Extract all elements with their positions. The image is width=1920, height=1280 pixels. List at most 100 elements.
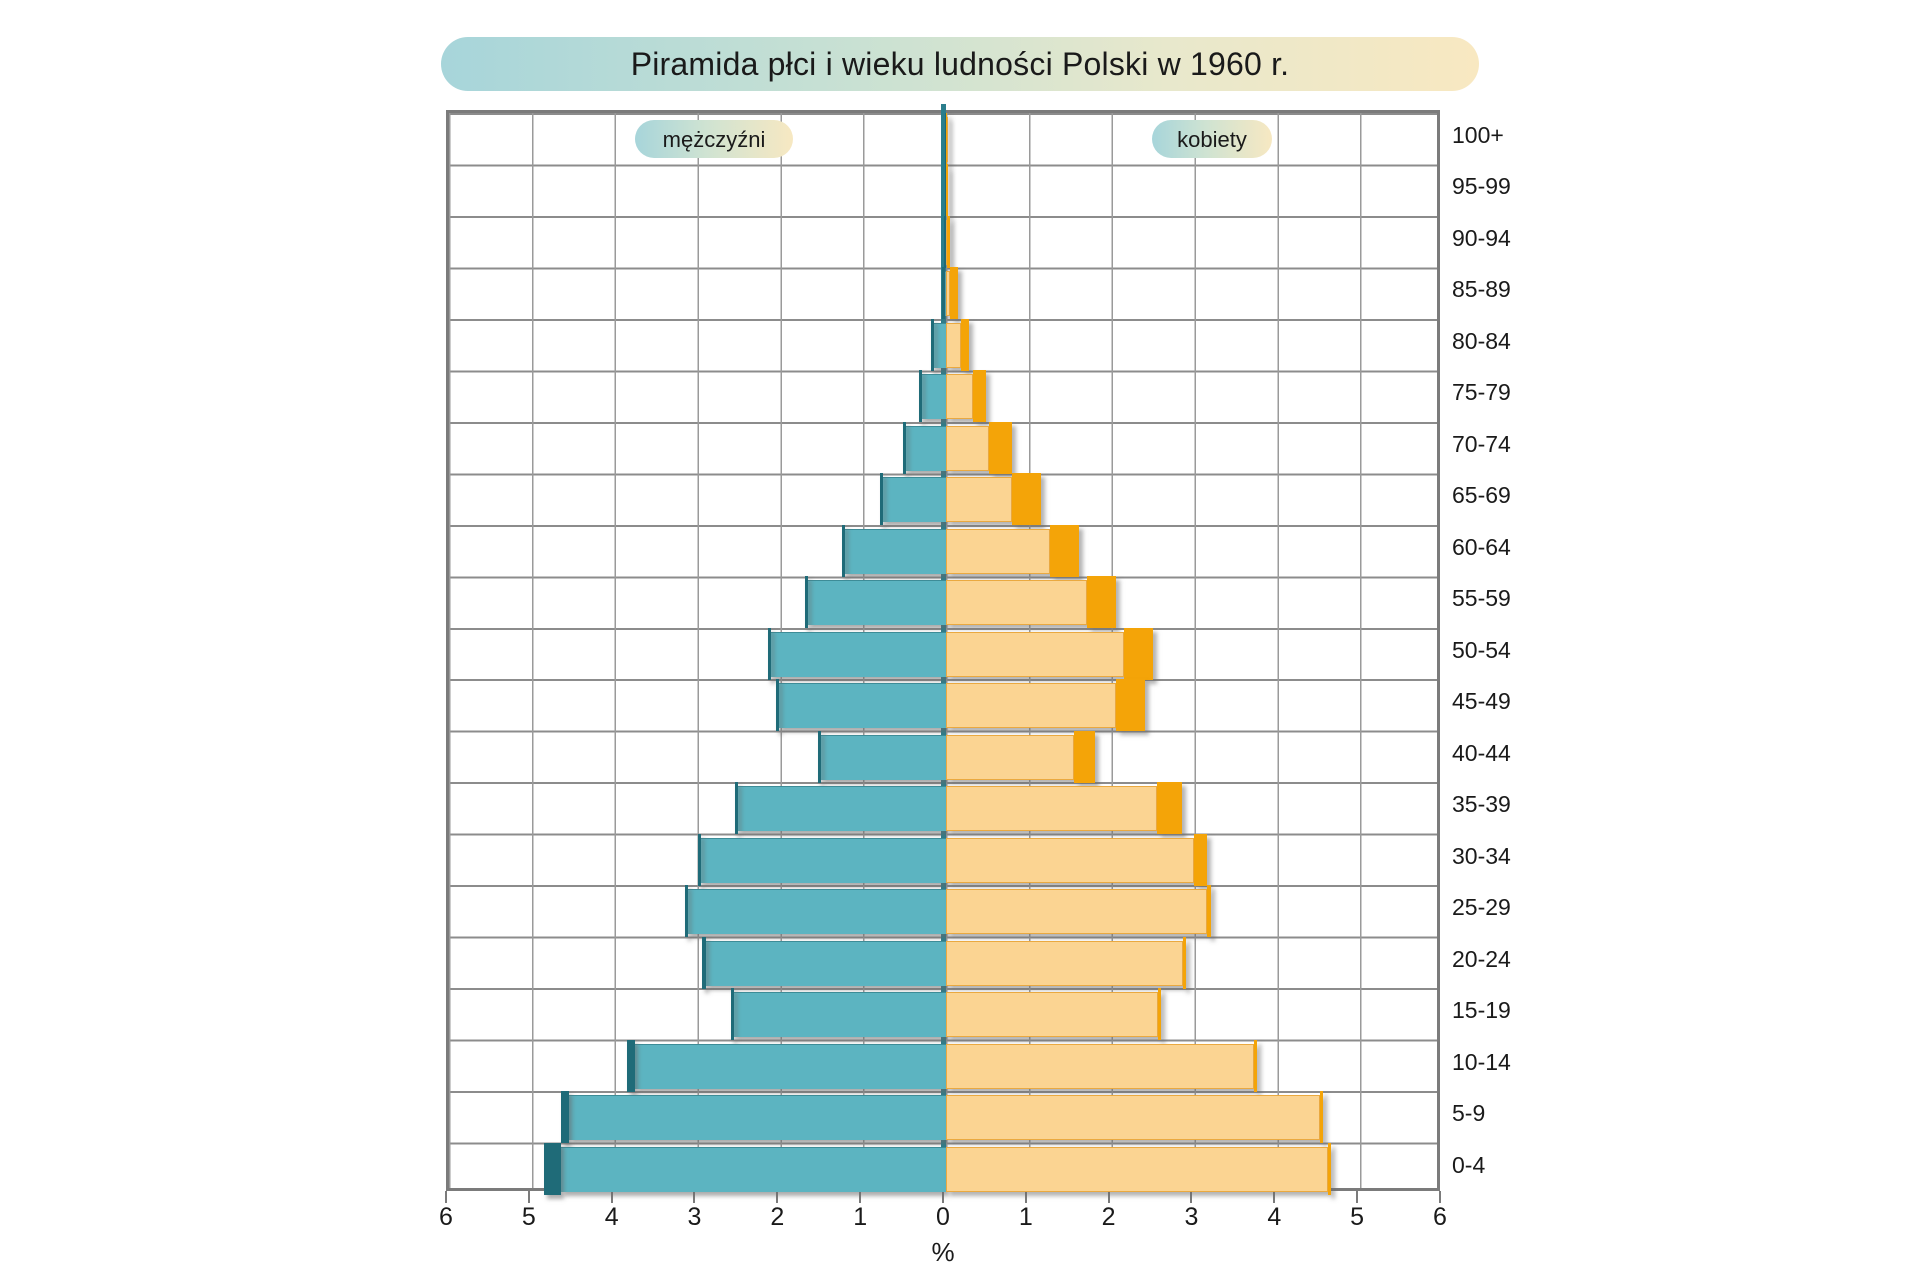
bar-men-cap-65-69 (879, 473, 883, 526)
bar-women-cap-0-4 (1328, 1142, 1332, 1195)
bar-men-cap-10-14 (627, 1039, 636, 1092)
row-100plus (449, 113, 1437, 165)
bar-men-20-24 (705, 940, 946, 986)
bar-men-cap-20-24 (701, 936, 706, 989)
bar-women-cap-20-24 (1183, 936, 1187, 989)
bar-women-cap-80-84 (960, 318, 970, 371)
x-tick-label-2: 4 (604, 1203, 619, 1231)
bar-men-cap-35-39 (734, 782, 738, 835)
bar-women-cap-25-29 (1206, 885, 1212, 938)
x-tick-4 (776, 1191, 779, 1203)
bar-men-0-4 (560, 1146, 946, 1192)
bar-women-30-34 (946, 837, 1195, 883)
row-65-69 (449, 473, 1437, 526)
bar-women-80-84 (946, 322, 961, 368)
age-label-90-94: 90-94 (1452, 224, 1511, 251)
bar-women-10-14 (946, 1043, 1254, 1089)
age-label-0-4: 0-4 (1452, 1151, 1486, 1178)
row-90-94 (449, 215, 1437, 268)
bar-women-cap-100plus (946, 113, 947, 165)
bar-women-25-29 (946, 889, 1207, 935)
row-10-14 (449, 1039, 1437, 1092)
bar-women-50-54 (946, 631, 1125, 677)
bar-men-cap-25-29 (685, 885, 689, 938)
age-label-55-59: 55-59 (1452, 585, 1511, 612)
row-5-9 (449, 1091, 1437, 1144)
bar-women-cap-95-99 (946, 164, 948, 217)
row-55-59 (449, 576, 1437, 629)
bar-women-75-79 (946, 374, 974, 420)
bar-women-cap-85-89 (950, 267, 958, 320)
x-tick-label-3: 3 (687, 1203, 702, 1231)
x-tick-11 (1356, 1191, 1359, 1203)
bar-men-30-34 (700, 837, 946, 883)
bar-women-65-69 (946, 477, 1013, 523)
bar-men-85-89 (944, 271, 946, 317)
bar-men-cap-75-79 (918, 370, 922, 423)
x-axis-unit-label: % (931, 1237, 955, 1267)
row-35-39 (449, 782, 1437, 835)
bar-men-cap-60-64 (842, 524, 846, 577)
legend-women-label: kobiety (1152, 120, 1272, 158)
x-tick-label-12: 6 (1433, 1203, 1447, 1231)
bar-women-60-64 (946, 528, 1050, 574)
row-80-84 (449, 318, 1437, 371)
bar-men-50-54 (770, 631, 946, 677)
age-label-80-84: 80-84 (1452, 327, 1511, 354)
x-tick-8 (1107, 1191, 1110, 1203)
bar-men-cap-85-89 (941, 267, 945, 320)
bar-women-cap-60-64 (1049, 524, 1079, 577)
bar-men-65-69 (882, 477, 946, 523)
x-tick-9 (1190, 1191, 1193, 1203)
bar-men-70-74 (905, 425, 946, 471)
x-tick-label-1: 5 (521, 1203, 536, 1231)
bar-men-cap-90-94 (944, 215, 946, 268)
bar-men-60-64 (845, 528, 946, 574)
bar-men-cap-50-54 (767, 627, 771, 680)
x-tick-label-11: 5 (1350, 1203, 1365, 1231)
row-45-49 (449, 679, 1437, 732)
bar-men-45-49 (779, 683, 946, 729)
bar-women-cap-70-74 (989, 421, 1013, 474)
bar-men-10-14 (635, 1043, 946, 1089)
bar-women-70-74 (946, 425, 990, 471)
bar-men-cap-40-44 (817, 730, 821, 783)
bar-men-55-59 (808, 580, 946, 626)
bar-women-cap-30-34 (1194, 833, 1207, 886)
age-label-50-54: 50-54 (1452, 636, 1511, 663)
bar-men-cap-100plus (945, 113, 946, 165)
bar-women-cap-55-59 (1086, 576, 1116, 629)
age-label-20-24: 20-24 (1452, 945, 1511, 972)
bar-women-cap-5-9 (1319, 1091, 1323, 1144)
x-tick-5 (859, 1191, 862, 1203)
x-tick-label-5: 1 (853, 1203, 868, 1231)
legend-men-label: mężczyźni (635, 120, 793, 158)
bar-men-cap-30-34 (697, 833, 701, 886)
row-95-99 (449, 164, 1437, 217)
bar-men-5-9 (569, 1095, 946, 1141)
x-tick-label-7: 1 (1018, 1203, 1033, 1231)
age-label-5-9: 5-9 (1452, 1100, 1486, 1127)
x-tick-0 (445, 1191, 447, 1203)
bar-men-cap-0-4 (544, 1142, 561, 1195)
bar-women-cap-75-79 (973, 370, 986, 423)
chart-title: Piramida płci i wieku ludności Polski w … (441, 37, 1479, 91)
bar-women-45-49 (946, 683, 1116, 729)
bar-women-15-19 (946, 992, 1159, 1038)
bar-women-5-9 (946, 1095, 1320, 1141)
x-tick-label-4: 2 (770, 1203, 785, 1231)
x-tick-label-8: 2 (1101, 1203, 1116, 1231)
bar-men-cap-80-84 (931, 318, 935, 371)
age-label-35-39: 35-39 (1452, 791, 1511, 818)
x-tick-label-6: 0 (936, 1203, 950, 1231)
bar-men-cap-55-59 (805, 576, 809, 629)
age-label-70-74: 70-74 (1452, 430, 1511, 457)
age-label-15-19: 15-19 (1452, 997, 1511, 1024)
x-tick-12 (1438, 1191, 1441, 1203)
row-70-74 (449, 421, 1437, 474)
row-40-44 (449, 730, 1437, 783)
row-0-4 (449, 1142, 1437, 1195)
bar-women-cap-50-54 (1124, 627, 1154, 680)
age-label-25-29: 25-29 (1452, 894, 1511, 921)
age-label-95-99: 95-99 (1452, 173, 1511, 200)
